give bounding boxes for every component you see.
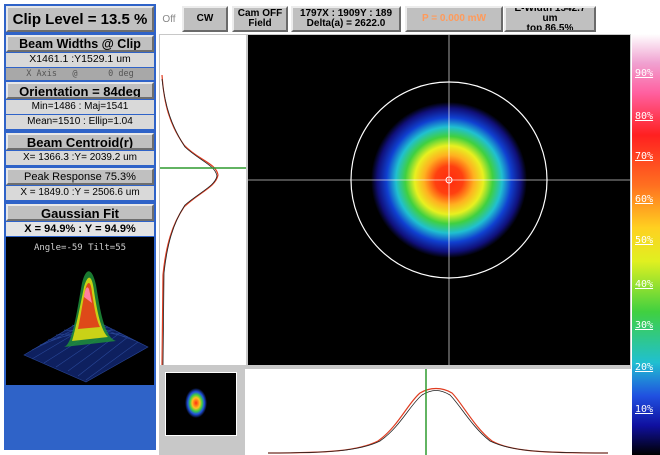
power-readout[interactable]: P = 0.000 mW [405,6,503,32]
gaussian-fit-header[interactable]: Gaussian Fit [6,204,154,221]
scale-label-40: 40% [635,279,654,290]
cw-button[interactable]: CW [182,6,228,32]
mean-ellip-value: Mean=1510 : Ellip=1.04 [6,115,154,129]
x-profile-curve [267,369,609,455]
angle-tilt-label: Angle=-59 Tilt=55 [33,243,127,253]
scale-label-10: 10% [635,404,654,415]
y-profile-plot[interactable] [160,35,246,365]
scale-label-80: 80% [635,111,654,122]
beam-image-view[interactable] [248,35,630,365]
beam-widths-header[interactable]: Beam Widths @ Clip [6,35,154,52]
scale-label-60: 60% [635,194,654,205]
scale-label-50: 50% [635,235,654,246]
gaussian-fit-value: X = 94.9% : Y = 94.9% [6,222,154,236]
beam-widths-value: X1461.1 :Y1529.1 um [6,53,154,67]
centroid-value: X= 1366.3 :Y= 2039.2 um [6,151,154,165]
e-width-readout: E-Width 1542.7 um top 86.5% [504,6,596,32]
scale-label-70: 70% [635,151,654,162]
scale-label-20: 20% [635,362,654,373]
scale-label-30: 30% [635,320,654,331]
centroid-header[interactable]: Beam Centroid(r) [6,133,154,150]
peak-position-value: X = 1849.0 :Y = 2506.6 um [6,186,154,200]
axis-selector[interactable]: X Axis @ 0 deg [6,68,154,80]
orientation-header[interactable]: Orientation = 84deg [6,82,154,99]
3d-profile-view[interactable]: Angle=-59 Tilt=55 [6,237,154,385]
camera-field-button[interactable]: Cam OFF Field [232,6,288,32]
thumbnail-spot [185,388,207,418]
min-maj-value: Min=1486 : Maj=1541 [6,100,154,114]
x-profile-plot[interactable] [248,369,630,455]
beam-thumbnail[interactable] [165,372,237,436]
3d-surface-plot [23,271,149,383]
beam-spot [248,35,630,365]
off-toggle[interactable]: Off [156,6,182,32]
clip-level-label[interactable]: Clip Level = 13.5 % [6,6,154,32]
centroid-marker [445,176,453,184]
y-profile-curve [160,74,246,365]
cursor-coordinates-readout: 1797X : 1909Y : 189 Delta(a) = 2622.0 [291,6,401,32]
color-scale-bar: 90% 80% 70% 60% 50% 40% 30% 20% 10% [632,34,660,455]
scale-label-90: 90% [635,68,654,79]
peak-response-label[interactable]: Peak Response 75.3% [6,168,154,185]
